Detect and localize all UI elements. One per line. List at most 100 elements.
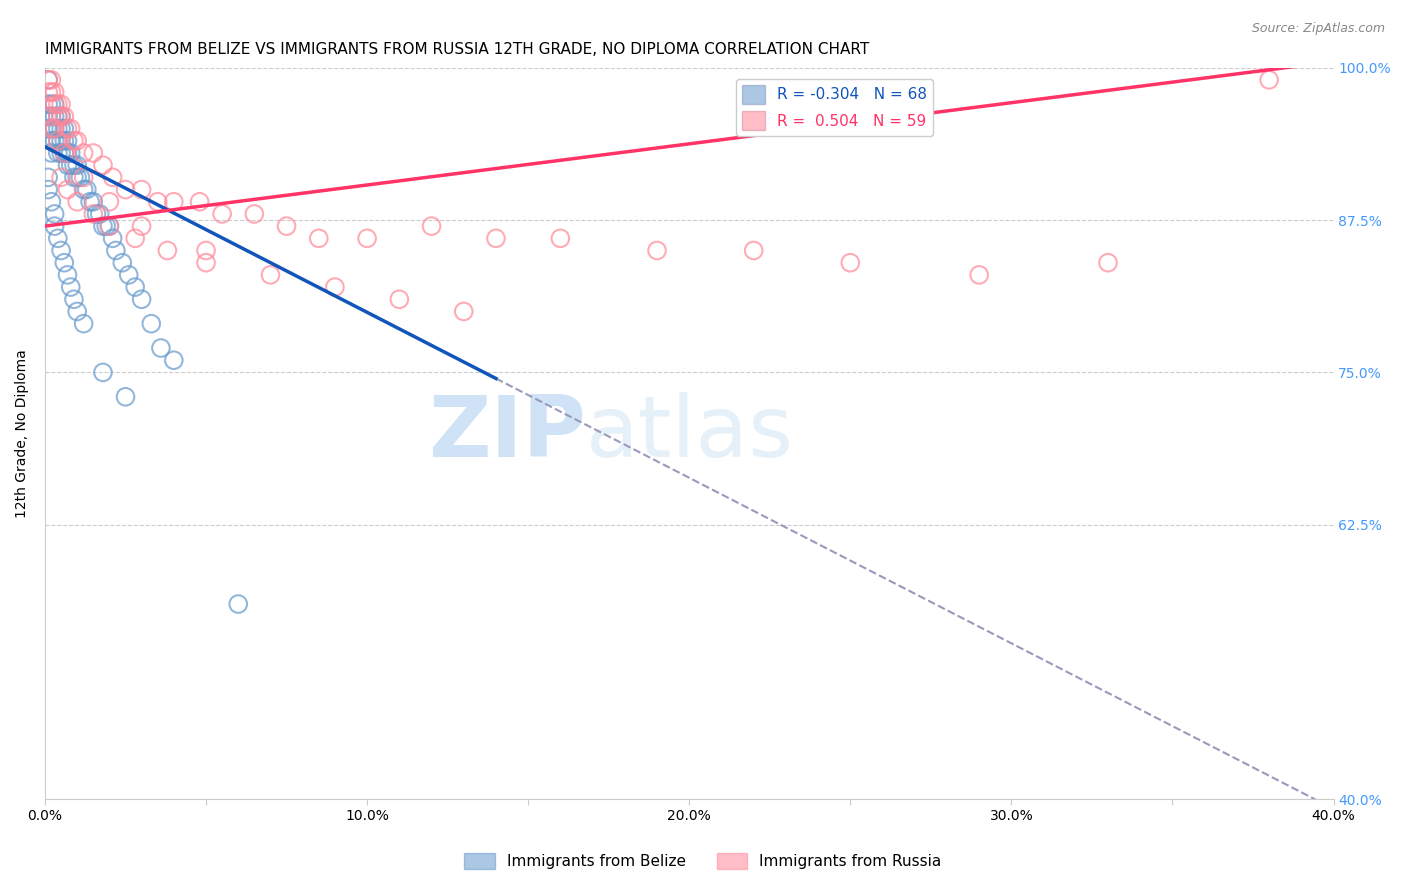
Point: [59, 121, 82, 136]
Point: [72, 183, 94, 197]
Point: [46, 97, 69, 112]
Point: [37, 170, 59, 185]
Point: [86, 207, 108, 221]
Point: [131, 219, 153, 234]
Point: [66, 170, 89, 185]
Point: [72, 170, 94, 185]
Point: [226, 597, 249, 611]
Point: [53, 121, 76, 136]
Point: [41, 121, 63, 136]
Point: [44, 97, 66, 112]
Point: [56, 183, 79, 197]
Point: [91, 365, 114, 379]
Point: [56, 158, 79, 172]
Point: [44, 110, 66, 124]
Point: [111, 255, 134, 269]
Point: [89, 207, 111, 221]
Point: [41, 110, 63, 124]
Point: [356, 231, 378, 245]
Point: [211, 207, 233, 221]
Point: [243, 207, 266, 221]
Point: [308, 231, 330, 245]
Point: [967, 268, 990, 282]
Point: [53, 134, 76, 148]
Point: [118, 268, 141, 282]
Point: [131, 183, 153, 197]
Y-axis label: 12th Grade, No Diploma: 12th Grade, No Diploma: [15, 349, 30, 517]
Point: [91, 158, 114, 172]
Point: [49, 134, 72, 148]
Point: [91, 219, 114, 234]
Point: [41, 73, 63, 87]
Point: [53, 146, 76, 161]
Point: [46, 134, 69, 148]
Point: [101, 170, 124, 185]
Point: [141, 317, 163, 331]
Point: [104, 244, 127, 258]
Point: [82, 146, 104, 161]
Point: [96, 219, 118, 234]
Point: [44, 121, 66, 136]
Point: [46, 121, 69, 136]
Point: [76, 183, 98, 197]
Point: [69, 170, 91, 185]
Point: [56, 268, 79, 282]
Point: [41, 97, 63, 112]
Point: [79, 194, 101, 209]
Point: [72, 146, 94, 161]
Text: Source: ZipAtlas.com: Source: ZipAtlas.com: [1251, 22, 1385, 36]
Point: [49, 170, 72, 185]
Point: [149, 341, 172, 355]
Point: [66, 194, 89, 209]
Point: [37, 97, 59, 112]
Point: [98, 219, 121, 234]
Point: [124, 231, 146, 245]
Point: [420, 219, 443, 234]
Point: [259, 268, 281, 282]
Point: [44, 207, 66, 221]
Point: [63, 170, 86, 185]
Point: [188, 194, 211, 209]
Point: [53, 146, 76, 161]
Point: [323, 280, 346, 294]
Point: [156, 244, 179, 258]
Point: [839, 255, 862, 269]
Point: [53, 255, 76, 269]
Legend: R = -0.304   N = 68, R =  0.504   N = 59: R = -0.304 N = 68, R = 0.504 N = 59: [735, 79, 932, 136]
Point: [82, 194, 104, 209]
Point: [63, 134, 86, 148]
Point: [63, 158, 86, 172]
Point: [44, 85, 66, 99]
Point: [276, 219, 298, 234]
Text: ZIP: ZIP: [429, 392, 586, 475]
Point: [46, 134, 69, 148]
Point: [66, 158, 89, 172]
Point: [146, 194, 169, 209]
Point: [82, 207, 104, 221]
Point: [41, 194, 63, 209]
Point: [53, 110, 76, 124]
Point: [44, 97, 66, 112]
Point: [742, 244, 765, 258]
Point: [37, 110, 59, 124]
Point: [131, 292, 153, 306]
Point: [114, 390, 136, 404]
Point: [44, 219, 66, 234]
Point: [550, 231, 572, 245]
Legend: Immigrants from Belize, Immigrants from Russia: Immigrants from Belize, Immigrants from …: [458, 847, 948, 875]
Point: [37, 85, 59, 99]
Point: [56, 146, 79, 161]
Point: [41, 110, 63, 124]
Point: [37, 121, 59, 136]
Point: [59, 158, 82, 172]
Point: [195, 255, 218, 269]
Point: [49, 110, 72, 124]
Point: [101, 231, 124, 245]
Point: [59, 280, 82, 294]
Point: [1258, 73, 1281, 87]
Point: [485, 231, 508, 245]
Point: [41, 85, 63, 99]
Point: [59, 146, 82, 161]
Point: [41, 121, 63, 136]
Point: [37, 73, 59, 87]
